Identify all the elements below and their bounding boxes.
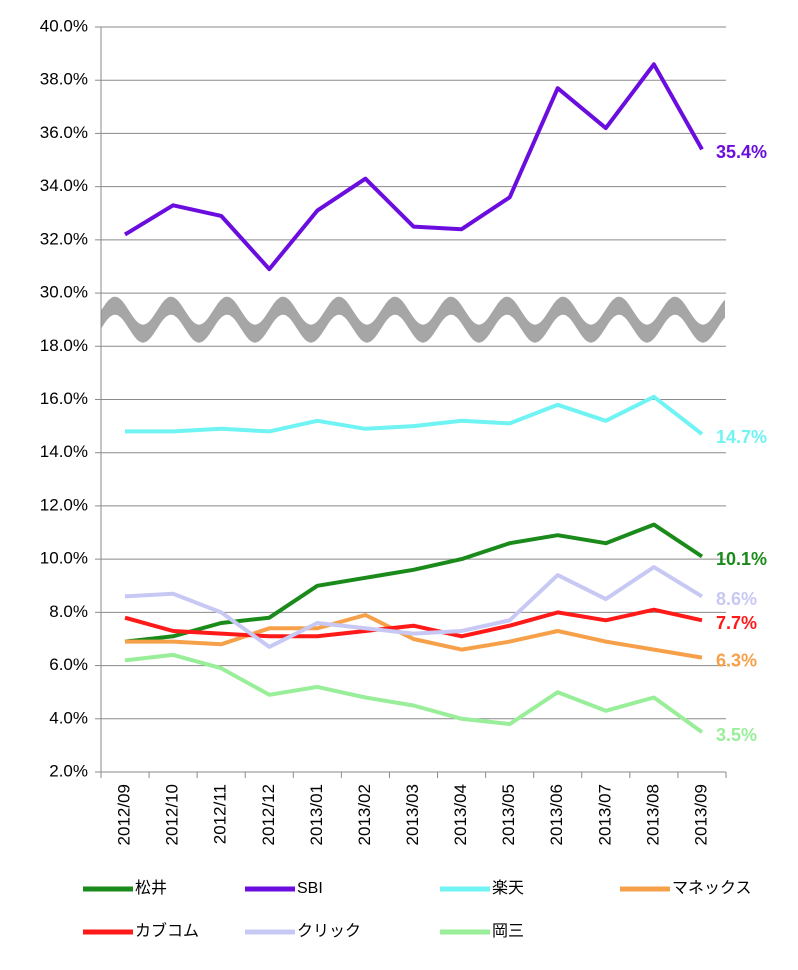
x-tick-label: 2013/09 <box>691 784 710 845</box>
legend-label: カブコム <box>135 921 199 940</box>
x-tick-label: 2013/01 <box>307 784 326 845</box>
y-tick-label: 12.0% <box>40 495 88 514</box>
legend-label: クリック <box>297 922 361 940</box>
y-tick-label: 40.0% <box>40 16 88 35</box>
data-label: 35.4% <box>716 142 767 162</box>
legend-label: 松井 <box>135 879 167 897</box>
y-tick-label: 18.0% <box>40 336 88 355</box>
series-line <box>125 394 704 436</box>
data-label: 10.1% <box>716 549 767 569</box>
y-tick-label: 36.0% <box>40 123 88 142</box>
axis-break <box>101 296 725 343</box>
data-label: 6.3% <box>716 650 757 670</box>
y-tick-label: 6.0% <box>49 655 88 674</box>
legend-label: 楽天 <box>492 879 524 897</box>
data-label: 8.6% <box>716 589 757 609</box>
series-line <box>124 522 704 644</box>
x-tick-label: 2013/08 <box>643 784 662 845</box>
x-tick-label: 2013/02 <box>355 784 374 845</box>
y-tick-label: 34.0% <box>40 176 88 195</box>
x-tick-label: 2012/12 <box>259 784 278 845</box>
x-tick-label: 2013/03 <box>403 784 422 845</box>
y-tick-label: 30.0% <box>40 283 88 302</box>
data-label: 14.7% <box>716 427 767 447</box>
x-tick-label: 2013/05 <box>499 784 518 845</box>
series-line <box>125 613 703 660</box>
series-line <box>123 62 704 272</box>
data-label: 3.5% <box>716 725 757 745</box>
x-tick-label: 2013/04 <box>451 784 470 845</box>
x-tick-label: 2012/10 <box>163 784 182 845</box>
legend-label: 岡三 <box>492 923 524 940</box>
y-tick-label: 10.0% <box>40 549 88 568</box>
series-line <box>124 652 704 734</box>
data-label: 7.7% <box>716 613 757 633</box>
y-tick-label: 38.0% <box>40 70 88 89</box>
y-tick-label: 2.0% <box>49 761 88 780</box>
y-tick-label: 32.0% <box>40 229 88 248</box>
y-tick-label: 16.0% <box>40 389 88 408</box>
y-tick-label: 14.0% <box>40 442 88 461</box>
y-tick-label: 8.0% <box>49 602 88 621</box>
y-tick-label: 4.0% <box>49 708 88 727</box>
legend-label: マネックス <box>672 879 752 897</box>
legend-label: SBI <box>297 880 323 897</box>
x-tick-label: 2012/09 <box>115 784 134 845</box>
series-line <box>124 607 703 639</box>
x-tick-label: 2013/07 <box>595 784 614 845</box>
x-tick-label: 2012/11 <box>211 784 230 844</box>
x-tick-label: 2013/06 <box>547 784 566 845</box>
series-line <box>124 565 704 649</box>
